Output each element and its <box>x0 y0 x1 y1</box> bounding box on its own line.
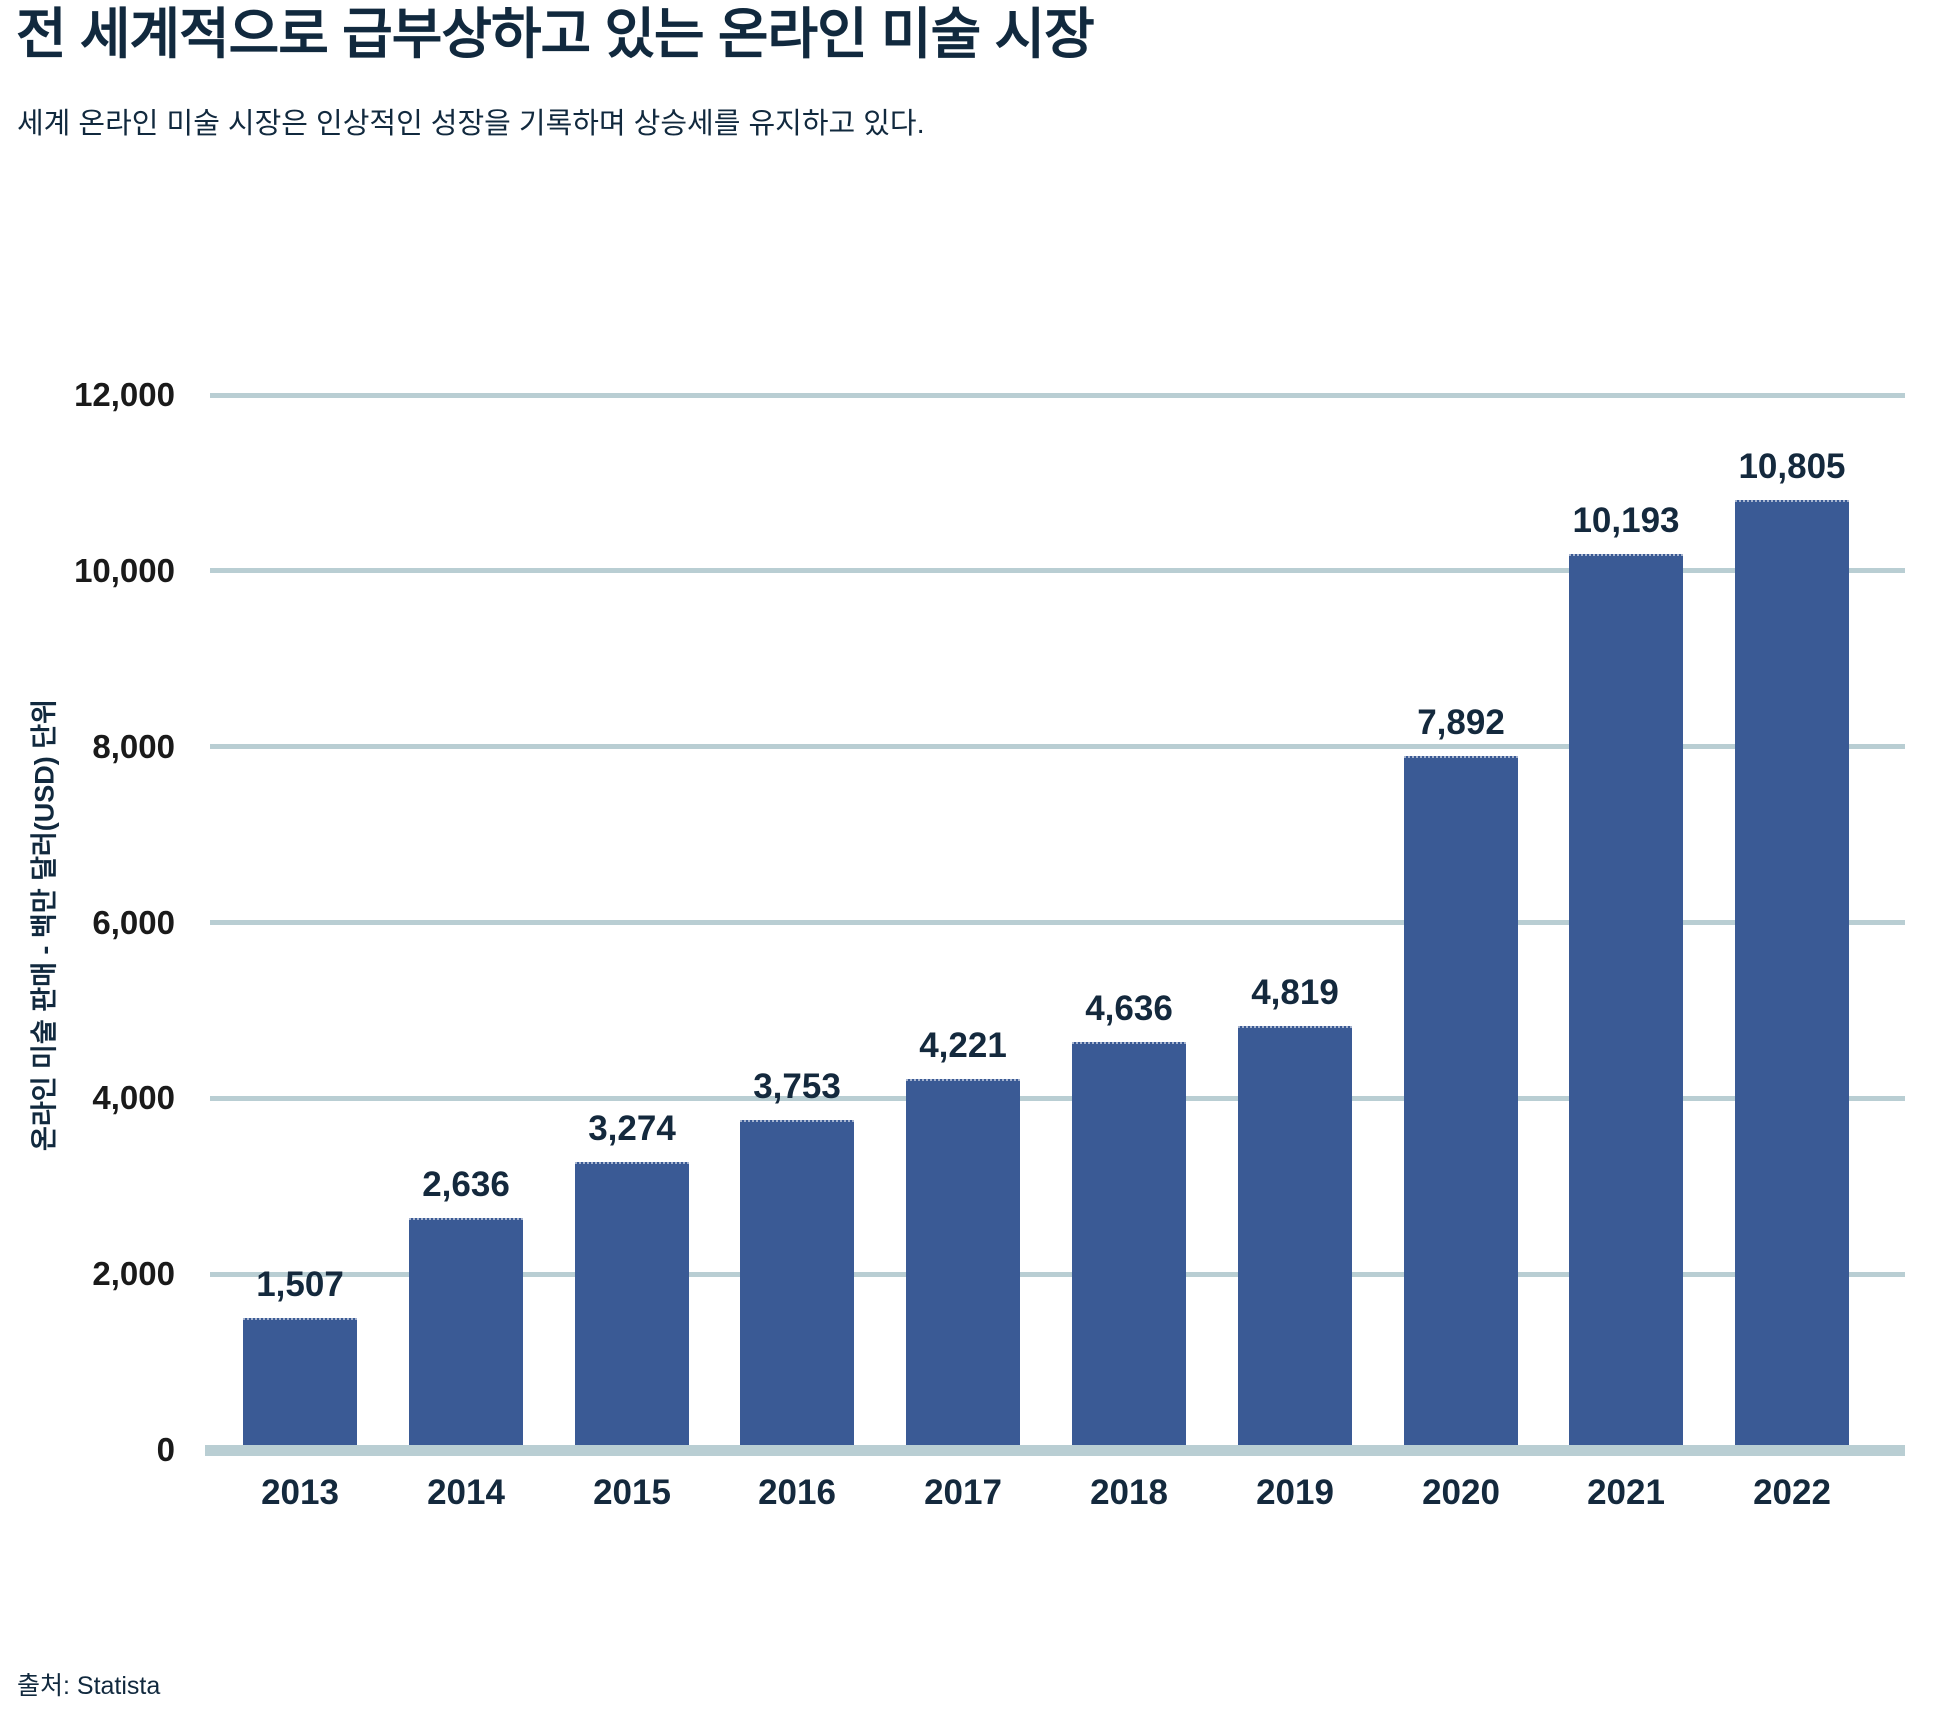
x-tick-label-2022: 2022 <box>1753 1473 1831 1512</box>
value-label-2020: 7,892 <box>1417 703 1505 742</box>
bar-2020 <box>1404 756 1518 1445</box>
value-label-2014: 2,636 <box>422 1165 510 1204</box>
value-label-2016: 3,753 <box>753 1067 841 1106</box>
value-label-2019: 4,819 <box>1251 973 1339 1012</box>
x-tick-label-2015: 2015 <box>593 1473 671 1512</box>
gridline-4000 <box>210 1096 1905 1101</box>
y-tick-label-12000: 12,000 <box>74 376 175 413</box>
bar-2015 <box>575 1162 689 1445</box>
gridline-6000 <box>210 920 1905 925</box>
value-label-2021: 10,193 <box>1572 501 1680 540</box>
x-tick-label-2020: 2020 <box>1422 1473 1500 1512</box>
x-axis-line <box>205 1445 1905 1456</box>
x-tick-label-2016: 2016 <box>758 1473 836 1512</box>
x-tick-label-2019: 2019 <box>1256 1473 1334 1512</box>
bar-2022 <box>1735 500 1849 1445</box>
bar-2014 <box>409 1218 523 1445</box>
x-tick-label-2018: 2018 <box>1090 1473 1168 1512</box>
y-tick-label-2000: 2,000 <box>92 1255 175 1292</box>
x-tick-label-2014: 2014 <box>427 1473 505 1512</box>
chart-title: 전 세계적으로 급부상하고 있는 온라인 미술 시장 <box>16 3 1095 65</box>
gridline-10000 <box>210 568 1905 573</box>
source-note: 출처: Statista <box>17 1672 161 1700</box>
gridline-8000 <box>210 744 1905 749</box>
value-label-2013: 1,507 <box>256 1265 344 1304</box>
y-tick-label-8000: 8,000 <box>92 728 175 765</box>
x-tick-label-2021: 2021 <box>1587 1473 1665 1512</box>
bar-2018 <box>1072 1042 1186 1445</box>
gridline-2000 <box>210 1272 1905 1277</box>
bar-2017 <box>906 1079 1020 1445</box>
y-tick-label-0: 0 <box>156 1431 175 1468</box>
x-tick-label-2017: 2017 <box>924 1473 1002 1512</box>
bar-2016 <box>740 1120 854 1445</box>
gridline-12000 <box>210 393 1905 398</box>
value-label-2022: 10,805 <box>1738 447 1846 486</box>
chart-subtitle: 세계 온라인 미술 시장은 인상적인 성장을 기록하며 상승세를 유지하고 있다… <box>17 108 925 140</box>
y-tick-label-10000: 10,000 <box>74 552 175 589</box>
bar-2013 <box>243 1318 357 1445</box>
bar-2019 <box>1238 1026 1352 1445</box>
y-tick-label-6000: 6,000 <box>92 904 175 941</box>
value-label-2015: 3,274 <box>588 1109 676 1148</box>
value-label-2018: 4,636 <box>1085 989 1173 1028</box>
bar-2021 <box>1569 554 1683 1445</box>
y-tick-label-4000: 4,000 <box>92 1079 175 1116</box>
x-tick-label-2013: 2013 <box>261 1473 339 1512</box>
value-label-2017: 4,221 <box>919 1026 1007 1065</box>
